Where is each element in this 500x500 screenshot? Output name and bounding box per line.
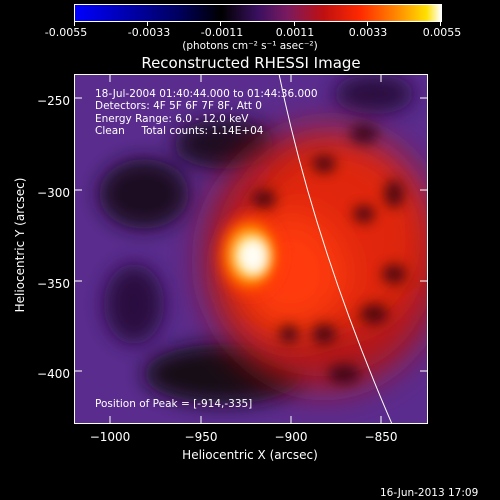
x-tick-label: −950 — [184, 430, 218, 444]
solar-limb-line — [278, 74, 393, 424]
colorbar-tick-label: -0.0055 — [44, 26, 88, 39]
colorbar-tick-label: 0.0033 — [348, 26, 388, 39]
ripple-structures — [252, 124, 406, 384]
colorbar-tick-label: 0.0055 — [422, 26, 462, 39]
colorbar-unit-label: (photons cm⁻² s⁻¹ asec⁻²) — [182, 40, 318, 52]
info-detectors: Detectors: 4F 5F 6F 7F 8F, Att 0 — [95, 100, 262, 113]
info-energy-range: Energy Range: 6.0 - 12.0 keV — [95, 112, 249, 125]
y-tick-label: −300 — [37, 186, 70, 200]
y-tick-label: −250 — [37, 94, 70, 108]
info-time-range: 18-Jul-2004 01:40:44.000 to 01:44:36.000 — [95, 88, 318, 100]
footer-timestamp: 16-Jun-2013 17:09 — [380, 487, 479, 499]
info-counts: Clean Total counts: 1.14E+04 — [95, 124, 264, 137]
y-tick-label: −350 — [37, 277, 70, 291]
x-tick-label: −850 — [364, 430, 398, 444]
y-tick-label: −400 — [37, 367, 70, 381]
colorbar-tick-label: 0.0011 — [275, 26, 315, 39]
x-axis-label: Heliocentric X (arcsec) — [182, 448, 318, 462]
colorbar-tick-label: -0.0011 — [200, 26, 244, 39]
colorbar — [74, 4, 442, 22]
peak-position-label: Position of Peak = [-914,-335] — [95, 398, 253, 410]
x-tick-label: −900 — [274, 430, 308, 444]
x-tick-label: −1000 — [89, 430, 131, 444]
image-title: Reconstructed RHESSI Image — [141, 54, 361, 72]
dark-structures — [99, 74, 414, 404]
axis-ticks — [74, 74, 428, 424]
observation-info: 18-Jul-2004 01:40:44.000 to 01:44:36.000… — [95, 88, 318, 137]
plot-frame — [74, 74, 428, 424]
colorbar-tick-label: -0.0033 — [127, 26, 171, 39]
rhessi-image — [74, 74, 428, 424]
colorbar-tick-marks — [74, 21, 442, 27]
